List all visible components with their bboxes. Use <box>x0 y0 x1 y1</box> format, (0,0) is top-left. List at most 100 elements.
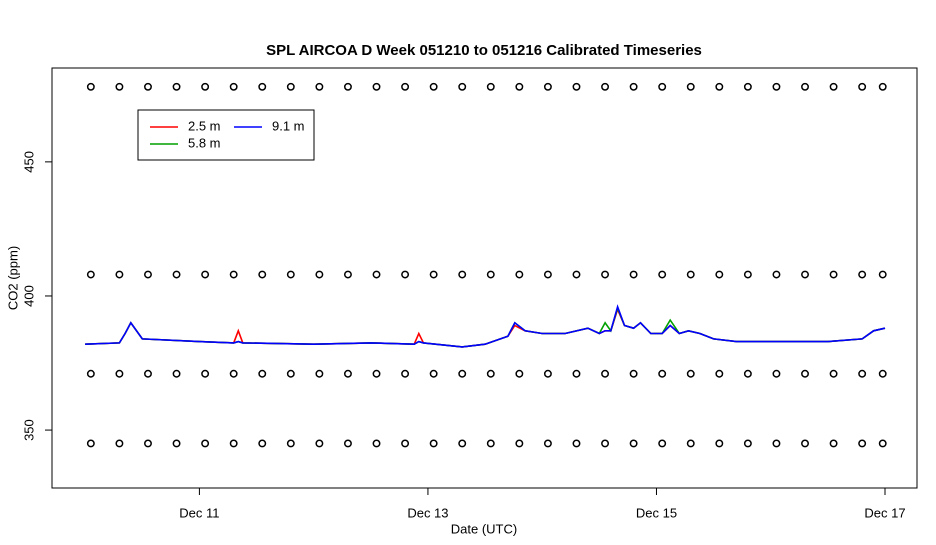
reference-point <box>572 270 581 279</box>
reference-point <box>658 369 667 378</box>
x-tick-label: Dec 15 <box>636 505 677 520</box>
reference-point <box>401 369 410 378</box>
reference-point <box>543 369 552 378</box>
reference-point <box>629 82 638 91</box>
reference-point <box>201 82 210 91</box>
chart-title: SPL AIRCOA D Week 051210 to 051216 Calib… <box>266 42 702 59</box>
reference-point <box>258 82 267 91</box>
reference-point <box>458 82 467 91</box>
reference-point <box>829 82 838 91</box>
reference-point <box>543 439 552 448</box>
reference-point <box>315 369 324 378</box>
reference-point <box>115 439 124 448</box>
reference-point <box>401 82 410 91</box>
reference-point <box>878 82 887 91</box>
x-tick-label: Dec 13 <box>407 505 448 520</box>
reference-point <box>429 82 438 91</box>
reference-point <box>543 82 552 91</box>
reference-point <box>572 82 581 91</box>
reference-point <box>858 439 867 448</box>
reference-point <box>858 270 867 279</box>
reference-point <box>144 439 152 448</box>
reference-point <box>172 439 181 448</box>
legend-label: 2.5 m <box>188 118 221 133</box>
reference-point <box>801 439 809 448</box>
reference-point <box>686 82 695 91</box>
reference-point <box>686 439 695 448</box>
reference-point <box>715 369 724 378</box>
reference-point <box>172 82 181 91</box>
reference-point <box>601 270 610 279</box>
reference-point <box>715 439 724 448</box>
reference-point <box>772 270 781 279</box>
reference-point <box>344 439 352 448</box>
reference-point <box>772 82 781 91</box>
reference-point <box>743 270 752 279</box>
reference-point <box>315 82 324 91</box>
reference-point <box>429 270 438 279</box>
x-tick-label: Dec 11 <box>179 505 219 520</box>
reference-point <box>144 270 152 279</box>
reference-point <box>458 439 467 448</box>
reference-point <box>601 369 610 378</box>
reference-point <box>172 270 181 279</box>
reference-point <box>801 82 809 91</box>
reference-point <box>772 369 781 378</box>
reference-point <box>286 439 295 448</box>
reference-point <box>486 369 495 378</box>
reference-point <box>572 439 581 448</box>
reference-point <box>743 439 752 448</box>
legend-box <box>137 109 315 161</box>
reference-point <box>372 439 381 448</box>
reference-point <box>115 369 124 378</box>
reference-point <box>286 369 295 378</box>
reference-point <box>515 82 524 91</box>
y-tick-label: 400 <box>21 285 36 307</box>
reference-point <box>829 439 838 448</box>
reference-point <box>801 270 809 279</box>
y-axis-label: CO2 (ppm) <box>5 246 20 310</box>
reference-point <box>86 82 95 91</box>
reference-point <box>86 439 95 448</box>
reference-point <box>286 82 295 91</box>
reference-point <box>144 369 152 378</box>
reference-point <box>286 270 295 279</box>
reference-point <box>658 439 667 448</box>
reference-point <box>372 82 381 91</box>
reference-point <box>715 270 724 279</box>
reference-point <box>429 439 438 448</box>
reference-point <box>601 82 610 91</box>
reference-point <box>344 270 352 279</box>
reference-point <box>772 439 781 448</box>
reference-point <box>801 369 809 378</box>
reference-point <box>372 270 381 279</box>
reference-point <box>229 439 238 448</box>
reference-point <box>372 369 381 378</box>
reference-point <box>229 82 238 91</box>
reference-point <box>315 270 324 279</box>
reference-point <box>629 439 638 448</box>
reference-point <box>201 270 210 279</box>
reference-point <box>658 270 667 279</box>
reference-point <box>515 439 524 448</box>
reference-point <box>458 369 467 378</box>
reference-point <box>878 439 887 448</box>
x-tick-label: Dec 17 <box>864 505 905 520</box>
y-tick-label: 450 <box>21 151 36 173</box>
reference-point <box>878 369 887 378</box>
reference-point <box>401 270 410 279</box>
reference-point <box>229 369 238 378</box>
reference-point <box>543 270 552 279</box>
reference-point <box>144 82 152 91</box>
reference-point <box>515 369 524 378</box>
reference-point <box>629 369 638 378</box>
reference-point <box>629 270 638 279</box>
reference-point <box>344 82 352 91</box>
reference-point <box>344 369 352 378</box>
reference-point <box>201 369 210 378</box>
plot-frame <box>51 67 918 489</box>
reference-point <box>743 82 752 91</box>
reference-point <box>686 270 695 279</box>
